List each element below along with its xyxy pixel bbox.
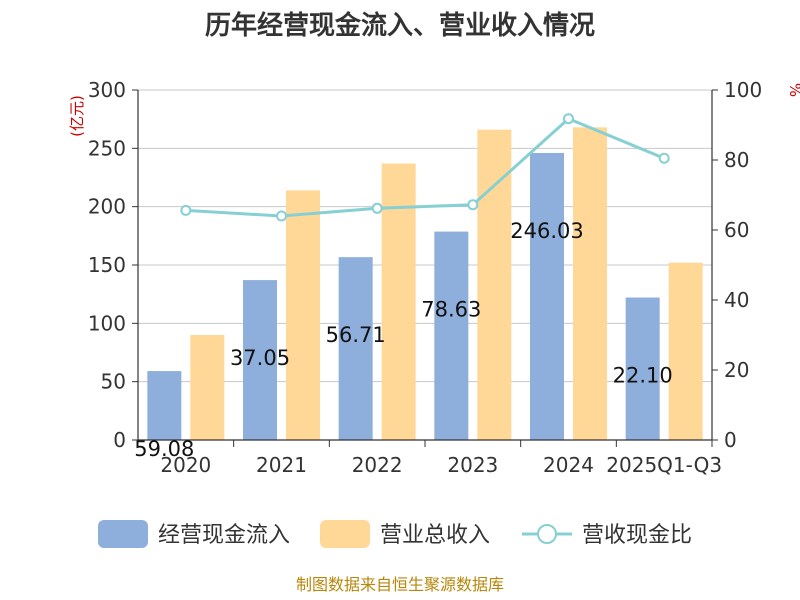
bar-cash-inflow [530, 152, 564, 440]
right-axis-unit: % [786, 83, 800, 97]
right-tick-label: 100 [724, 78, 762, 102]
left-tick-label: 250 [88, 136, 126, 160]
legend-swatch-revenue [320, 520, 370, 548]
bar-cash-inflow [434, 231, 469, 440]
right-tick-label: 60 [724, 218, 749, 242]
legend-label-ratio: 营收现金比 [582, 523, 692, 548]
data-label-cash-inflow: 37.05 [230, 346, 290, 370]
bar-revenue [477, 129, 512, 440]
ratio-point [276, 210, 287, 222]
ratio-line-path [185, 116, 665, 218]
x-tick-label: 2020 [160, 453, 211, 477]
bars [147, 127, 703, 440]
x-tick-label: 2021 [256, 453, 307, 477]
bar-revenue [381, 163, 416, 440]
data-labels: 59.08 37.05 56.71 78.63 246.03 22.10 [134, 219, 672, 461]
bar-revenue [190, 335, 225, 440]
axes: 0 50 100 150 200 250 300 0 20 40 60 80 100 2020 2021 20… [88, 78, 762, 477]
source-note: 制图数据来自恒生聚源数据库 [296, 575, 504, 594]
bar-revenue [286, 190, 320, 440]
right-tick-label: 80 [724, 148, 749, 172]
legend: 经营现金流入 营业总收入 营收现金比 [98, 520, 692, 548]
bar-cash-inflow [338, 257, 373, 440]
ratio-point [467, 199, 479, 211]
ratio-point [180, 204, 192, 216]
bar-revenue [668, 262, 703, 440]
left-tick-label: 150 [88, 253, 126, 277]
ratio-point [371, 202, 383, 214]
legend-swatch-cash-inflow [98, 520, 148, 548]
left-tick-label: 200 [88, 195, 126, 219]
right-tick-label: 20 [724, 358, 749, 382]
ratio-point [658, 152, 670, 164]
x-tick-label: 2022 [352, 453, 403, 477]
legend-label-cash-inflow: 经营现金流入 [158, 523, 290, 548]
data-label-cash-inflow: 246.03 [510, 219, 583, 243]
left-tick-label: 100 [88, 311, 126, 335]
ratio-line [180, 113, 670, 222]
left-tick-label: 0 [113, 428, 126, 452]
chart-title: 历年经营现金流入、营业收入情况 [205, 10, 595, 41]
x-tick-label: 2025Q1-Q3 [606, 453, 722, 477]
bar-cash-inflow [625, 297, 660, 440]
ratio-point [563, 113, 574, 125]
bar-cash-inflow [243, 280, 277, 440]
left-axis-unit: (亿元) [68, 95, 86, 137]
left-tick-label: 300 [88, 78, 126, 102]
legend-label-revenue: 营业总收入 [380, 523, 490, 548]
data-label-cash-inflow: 22.10 [613, 364, 673, 388]
bar-cash-inflow [147, 371, 182, 440]
right-tick-label: 40 [724, 288, 749, 312]
data-label-cash-inflow: 59.08 [134, 437, 194, 461]
right-tick-label: 0 [724, 428, 737, 452]
x-tick-label: 2024 [543, 453, 594, 477]
bar-revenue [573, 127, 607, 440]
data-label-cash-inflow: 56.71 [326, 323, 386, 347]
legend-marker-ratio [537, 524, 557, 544]
x-tick-label: 2023 [447, 453, 498, 477]
left-tick-label: 50 [101, 370, 126, 394]
data-label-cash-inflow: 78.63 [421, 298, 481, 322]
gridlines [138, 89, 712, 383]
